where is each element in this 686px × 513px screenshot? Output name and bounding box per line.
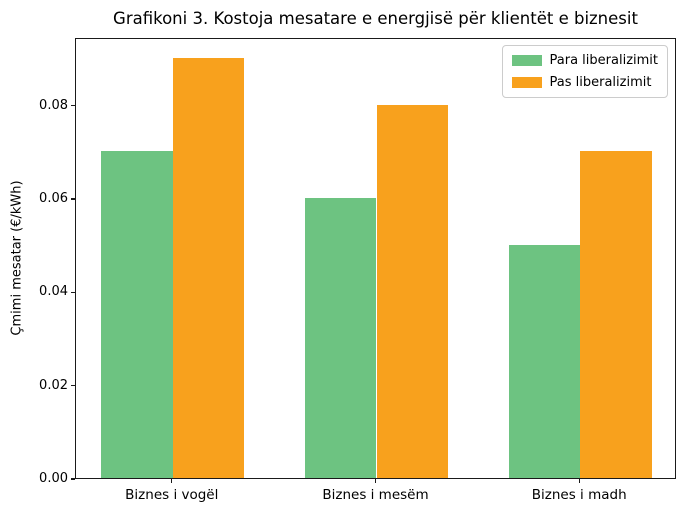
- bar-pas-liberalizimit: [376, 104, 448, 478]
- bar-pas-liberalizimit: [172, 58, 245, 478]
- y-tick-label: 0.08: [39, 97, 68, 113]
- y-tick-label: 0.06: [39, 191, 68, 206]
- legend-swatch: [511, 55, 542, 66]
- legend-swatch: [511, 77, 542, 88]
- bar-para-liberalizimit: [508, 244, 581, 478]
- x-tick-label: Biznes i vogël: [125, 487, 219, 503]
- bar-para-liberalizimit: [101, 151, 173, 478]
- chart-title: Grafikoni 3. Kostoja mesatare e energjis…: [113, 9, 638, 28]
- plot-area: Para liberalizimit Pas liberalizimit: [75, 38, 676, 479]
- y-tick-mark: [71, 291, 75, 294]
- x-tick-mark: [578, 479, 580, 483]
- legend-item: Pas liberalizimit: [511, 75, 658, 90]
- y-tick-mark: [71, 105, 75, 107]
- y-tick-label: 0.04: [39, 284, 68, 300]
- legend-item: Para liberalizimit: [511, 53, 658, 68]
- bar-pas-liberalizimit: [580, 151, 652, 478]
- bar-para-liberalizimit: [305, 198, 377, 478]
- x-tick-label: Biznes i mesëm: [322, 487, 429, 503]
- legend-label: Pas liberalizimit: [549, 75, 652, 90]
- y-tick-label: 0.00: [39, 471, 68, 486]
- y-tick-mark: [71, 385, 75, 387]
- x-tick-mark: [374, 479, 377, 483]
- legend-label: Para liberalizimit: [549, 53, 658, 68]
- x-tick-mark: [171, 479, 173, 483]
- y-tick-mark: [71, 198, 75, 200]
- legend: Para liberalizimit Pas liberalizimit: [501, 45, 668, 98]
- y-tick-label: 0.02: [39, 377, 68, 393]
- x-tick-label: Biznes i madh: [531, 487, 627, 503]
- y-tick-mark: [71, 478, 75, 480]
